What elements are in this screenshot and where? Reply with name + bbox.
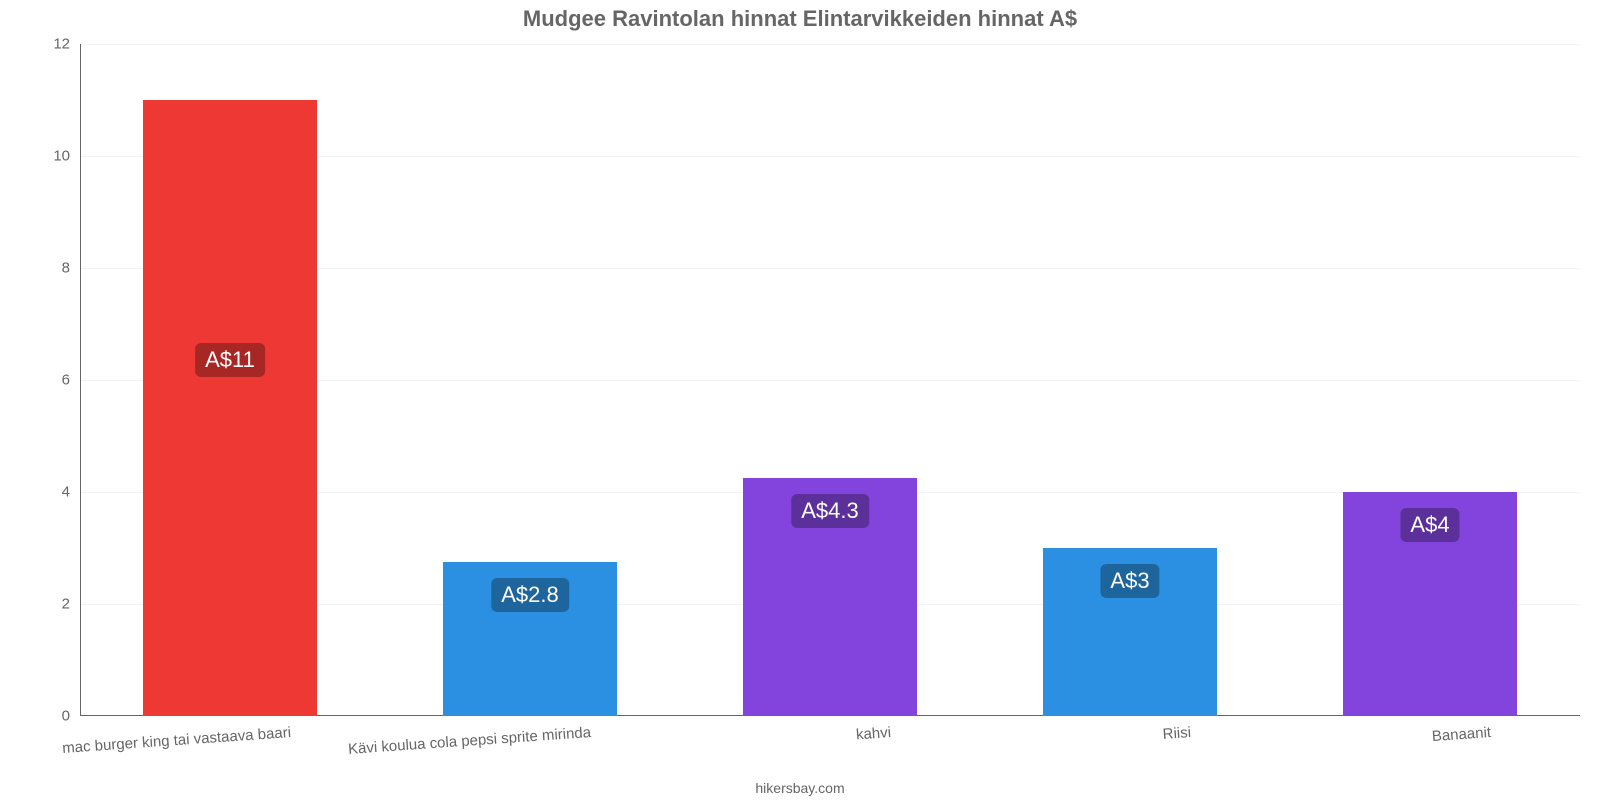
x-axis-tick: kahvi (855, 724, 891, 743)
bar-value-label: A$2.8 (491, 578, 569, 612)
bar-value-label: A$4.3 (791, 494, 869, 528)
chart-attribution: hikersbay.com (0, 780, 1600, 796)
x-axis-tick: Kävi koulua cola pepsi sprite mirinda (347, 724, 591, 758)
x-axis-tick: Banaanit (1431, 724, 1491, 745)
price-bar-chart: Mudgee Ravintolan hinnat Elintarvikkeide… (0, 0, 1600, 800)
bar-value-label: A$3 (1100, 564, 1159, 598)
y-axis-tick: 0 (62, 708, 80, 725)
plot-area: 024681012A$11mac burger king tai vastaav… (80, 44, 1580, 716)
y-axis-tick: 2 (62, 596, 80, 613)
y-axis-tick: 4 (62, 484, 80, 501)
y-axis-tick: 6 (62, 372, 80, 389)
y-axis-tick: 10 (53, 148, 80, 165)
grid-line (80, 44, 1580, 45)
y-axis-tick: 12 (53, 36, 80, 53)
chart-title: Mudgee Ravintolan hinnat Elintarvikkeide… (0, 6, 1600, 32)
bar (143, 100, 317, 716)
bar-value-label: A$4 (1400, 508, 1459, 542)
y-axis-line (80, 44, 81, 716)
y-axis-tick: 8 (62, 260, 80, 277)
x-axis-tick: mac burger king tai vastaava baari (62, 724, 292, 757)
x-axis-tick: Riisi (1162, 724, 1191, 743)
bar-value-label: A$11 (195, 343, 265, 377)
